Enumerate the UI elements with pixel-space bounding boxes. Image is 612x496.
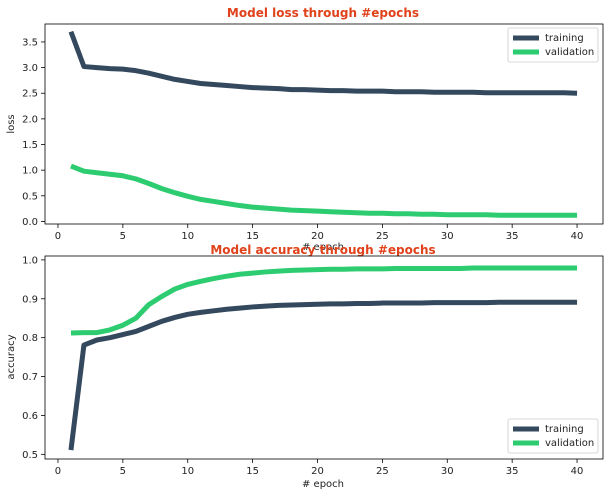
accuracy-y-tick-label: 0.7 [22, 372, 38, 383]
accuracy-y-axis-ticks: 0.5 0.6 0.7 0.8 0.9 1.0 [22, 255, 45, 461]
loss-y-tick-label: 3.5 [22, 37, 38, 48]
accuracy-x-axis-label: # epoch [302, 479, 344, 490]
loss-x-tick-label: 25 [376, 231, 389, 242]
loss-series-line-training [68, 30, 578, 96]
loss-y-axis-ticks: 0.0 0.5 1.0 1.5 2.0 2.5 3.0 3.5 [22, 37, 45, 228]
loss-y-tick-label: 1.0 [22, 166, 38, 177]
accuracy-x-tick-label: 30 [441, 466, 454, 477]
loss-x-tick-label: 30 [441, 231, 454, 242]
loss-plot-frame [44, 23, 604, 225]
accuracy-x-axis-ticks: 0 5 10 15 20 25 30 35 40 [55, 459, 584, 477]
loss-x-tick-label: 0 [55, 231, 61, 242]
accuracy-plot-frame [44, 255, 604, 460]
loss-series-line-validation [70, 163, 578, 218]
loss-legend: training validation [507, 27, 599, 63]
loss-legend-training-label: training [545, 33, 584, 44]
accuracy-y-axis-label: accuracy [6, 334, 17, 379]
accuracy-series-line-training [68, 299, 578, 451]
accuracy-x-tick-label: 10 [181, 466, 194, 477]
loss-x-axis-label: # epoch [302, 242, 344, 253]
loss-y-tick-label: 1.5 [22, 140, 38, 151]
accuracy-x-tick-label: 15 [246, 466, 259, 477]
loss-series-lines [68, 30, 578, 218]
accuracy-legend: training validation [507, 418, 599, 454]
loss-y-tick-label: 2.5 [22, 89, 38, 100]
accuracy-y-tick-label: 0.6 [22, 411, 38, 422]
accuracy-x-tick-label: 20 [311, 466, 324, 477]
loss-chart: Model loss through #epochs 0 5 10 15 20 25 30 3… [6, 6, 604, 253]
loss-x-axis-ticks: 0 5 10 15 20 25 30 35 40 [55, 224, 584, 242]
accuracy-y-tick-label: 0.9 [22, 294, 38, 305]
loss-y-axis-label: loss [6, 114, 17, 133]
accuracy-x-tick-label: 40 [571, 466, 584, 477]
accuracy-x-tick-label: 35 [506, 466, 519, 477]
loss-x-tick-label: 15 [246, 231, 259, 242]
loss-x-tick-label: 20 [311, 231, 324, 242]
accuracy-legend-validation-label: validation [545, 438, 594, 449]
loss-chart-title: Model loss through #epochs [227, 6, 419, 20]
accuracy-y-tick-label: 0.5 [22, 450, 38, 461]
loss-y-tick-label: 0.5 [22, 191, 38, 202]
accuracy-chart-title: Model accuracy through #epochs [210, 243, 435, 257]
loss-x-tick-label: 5 [120, 231, 126, 242]
loss-x-tick-label: 35 [506, 231, 519, 242]
accuracy-x-tick-label: 5 [120, 466, 126, 477]
accuracy-series-line-validation [70, 265, 578, 336]
accuracy-legend-training-label: training [545, 424, 584, 435]
loss-y-tick-label: 3.0 [22, 63, 38, 74]
accuracy-series-lines [68, 265, 578, 451]
loss-x-tick-label: 40 [571, 231, 584, 242]
loss-legend-validation-label: validation [545, 47, 594, 58]
loss-x-tick-label: 10 [181, 231, 194, 242]
loss-y-tick-label: 0.0 [22, 217, 38, 228]
loss-y-tick-label: 2.0 [22, 114, 38, 125]
accuracy-x-tick-label: 0 [55, 466, 61, 477]
accuracy-y-tick-label: 1.0 [22, 255, 38, 266]
accuracy-chart: Model accuracy through #epochs 0 5 10 15 20 2… [6, 243, 604, 490]
accuracy-y-tick-label: 0.8 [22, 333, 38, 344]
accuracy-x-tick-label: 25 [376, 466, 389, 477]
